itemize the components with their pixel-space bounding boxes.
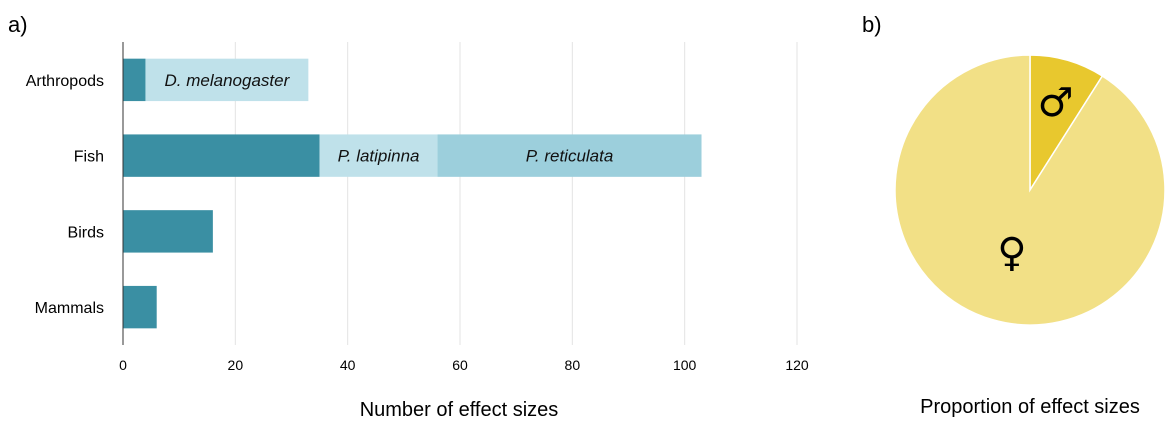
pie-slice-female-symbol (894, 54, 1166, 326)
series-label-p-latipinna: P. latipinna (338, 147, 420, 166)
category-label-arthropods: Arthropods (26, 73, 104, 90)
x-tick-label: 80 (565, 357, 581, 373)
bars (123, 58, 702, 329)
category-label-birds: Birds (68, 224, 104, 241)
female-symbol-icon: ♀ (997, 230, 1026, 276)
bar-fish-total (123, 134, 320, 177)
segment-labels: D. melanogaster P. latipinna P. reticulata (165, 71, 614, 166)
x-tick-label: 60 (452, 357, 468, 373)
pie-chart-panel: b) ♂♀ Proportion of effect sizes (862, 12, 1166, 418)
x-axis-title: Number of effect sizes (360, 399, 559, 421)
pie-title: Proportion of effect sizes (920, 396, 1140, 418)
bar-mammals-total (123, 285, 157, 329)
series-label-d-melanogaster: D. melanogaster (165, 71, 291, 90)
x-tick-label: 40 (340, 357, 356, 373)
x-tick-label: 120 (785, 357, 809, 373)
series-label-p-reticulata: P. reticulata (526, 147, 614, 166)
bar-arthropods-d-melanogaster (145, 58, 309, 102)
pie: ♂♀ (894, 54, 1166, 326)
gridlines (234, 42, 798, 345)
x-tick-label: 100 (673, 357, 697, 373)
category-labels: Arthropods Fish Birds Mammals (26, 73, 104, 317)
bar-chart-panel: a) D. melanogaster P. latipinna P. reticul… (8, 12, 809, 421)
bar-birds-total (123, 210, 213, 253)
bar-arthropods-total (123, 58, 146, 102)
male-symbol-icon: ♂ (1038, 80, 1074, 126)
panel-a-label: a) (8, 12, 28, 37)
x-tick-label: 20 (228, 357, 244, 373)
panel-b-label: b) (862, 12, 882, 37)
bar-fish-p-reticulata (437, 134, 702, 177)
category-label-mammals: Mammals (35, 300, 104, 317)
x-tick-labels: 0 20 40 60 80 100 120 (119, 357, 809, 373)
bar-fish-p-latipinna (319, 134, 438, 177)
x-tick-label: 0 (119, 357, 127, 373)
category-label-fish: Fish (74, 149, 104, 166)
